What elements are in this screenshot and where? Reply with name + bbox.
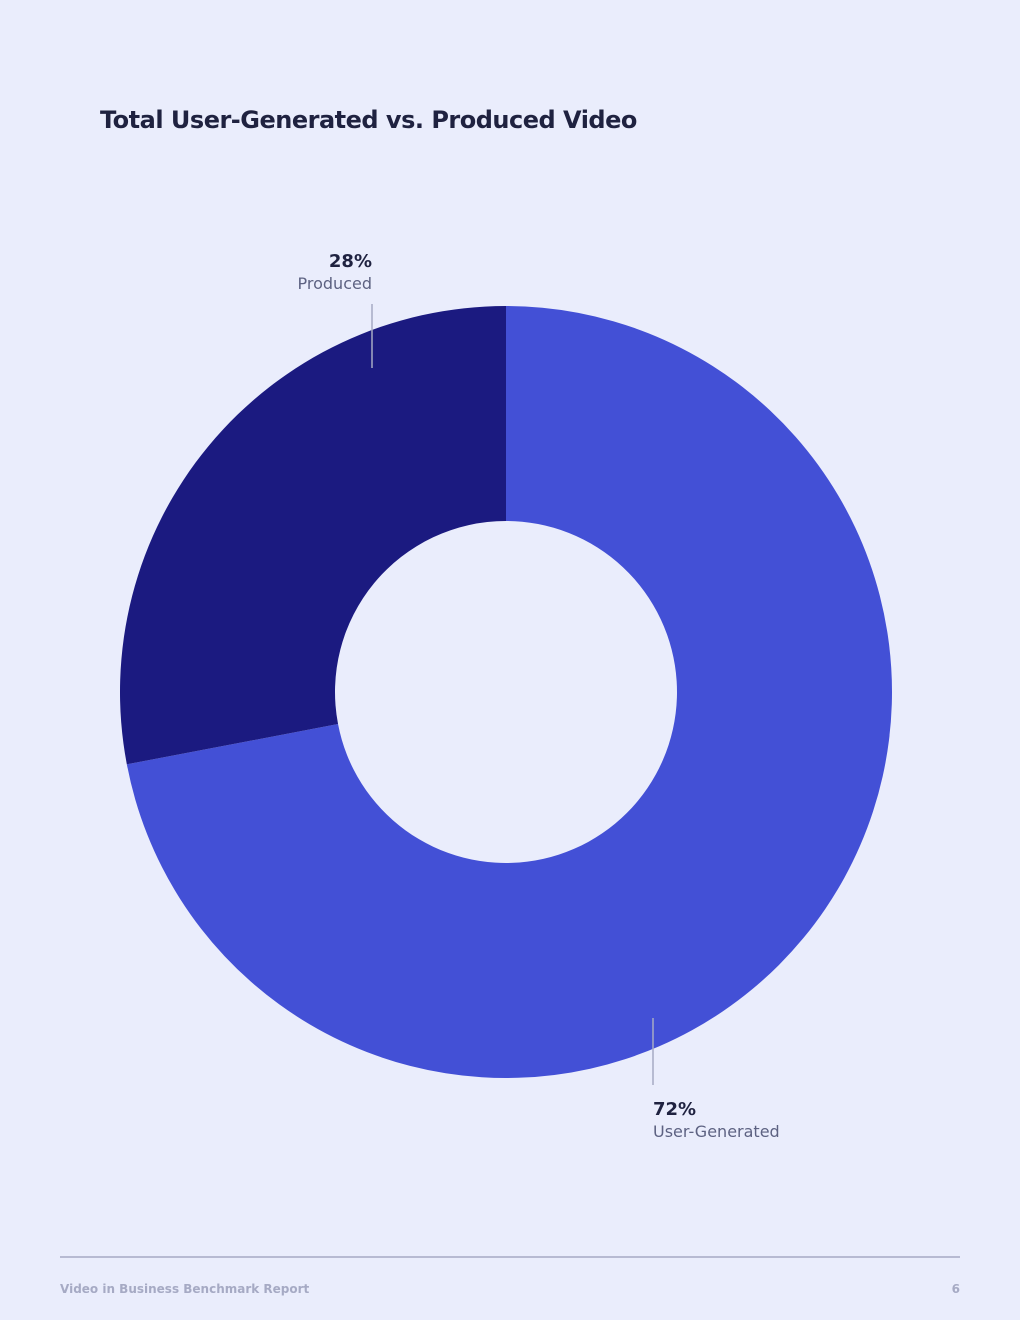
page-number: 6 [952,1282,960,1296]
footer-title: Video in Business Benchmark Report [60,1282,310,1296]
chart-title: Total User-Generated vs. Produced Video [100,106,637,134]
donut: 72% User-Generated 28% Produced [119,251,892,1141]
value-label: 72% [653,1099,696,1120]
category-label: Produced [298,274,372,293]
category-label: User-Generated [653,1122,780,1141]
value-label: 28% [329,251,372,272]
slice [126,306,892,1078]
slice [119,306,507,765]
